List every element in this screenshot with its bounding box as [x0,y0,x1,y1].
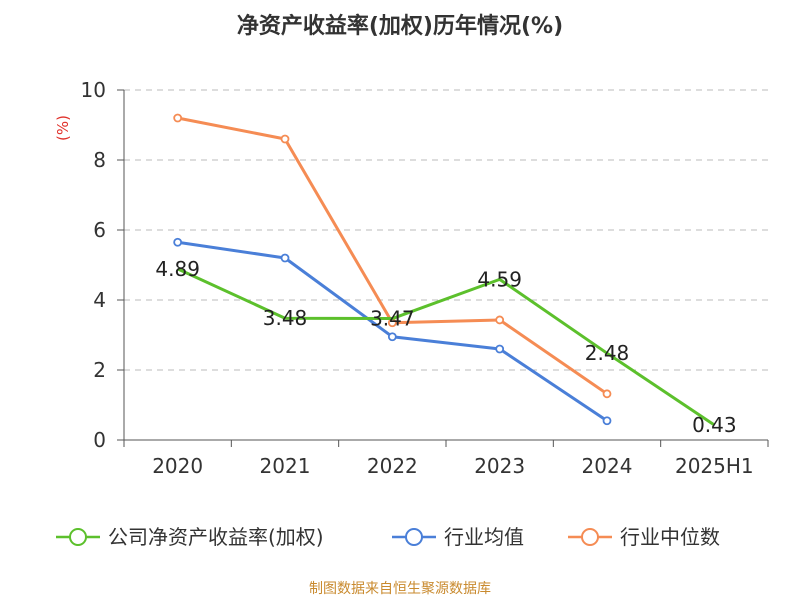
x-tick-label: 2021 [260,454,311,478]
data-labels: 4.89 3.48 3.47 4.59 2.48 0.43 [155,257,736,437]
series-point [280,134,290,144]
legend-marker-icon [69,528,87,546]
y-tick-label: 0 [93,428,106,452]
series-line [177,240,608,422]
series-point [280,253,290,263]
series-line [177,116,608,396]
legend-label: 公司净资产收益率(加权) [108,525,324,549]
data-label: 4.89 [155,257,200,281]
x-tick-label: 2020 [152,454,203,478]
series-point [173,113,183,123]
data-label: 2.48 [585,341,630,365]
data-label: 3.47 [370,307,415,331]
legend-marker-icon [581,528,599,546]
x-tick-labels: 2020 2021 2022 2023 2024 2025H1 [152,454,753,478]
grid-lines [124,89,768,371]
y-tick-label: 6 [93,218,106,242]
y-tick-label: 2 [93,358,106,382]
data-source-note: 制图数据来自恒生聚源数据库 [309,581,491,597]
series-line [177,267,716,427]
series-point [602,389,612,399]
legend-label: 行业均值 [444,525,524,549]
data-label: 4.59 [477,267,522,291]
legend[interactable]: 公司净资产收益率(加权) 行业均值 行业中位数 [56,525,720,549]
series-point [387,332,397,342]
y-tick-labels: 0 2 4 6 8 10 [81,78,106,452]
series-lines [173,113,716,427]
data-label: 0.43 [692,413,737,437]
x-tick-label: 2022 [367,454,418,478]
x-tick-label: 2025H1 [675,454,754,478]
y-tick-label: 4 [93,288,106,312]
data-label: 3.48 [263,306,308,330]
y-tick-label: 10 [81,78,106,102]
x-tick-label: 2024 [582,454,633,478]
legend-marker-icon [405,528,423,546]
x-tick-label: 2023 [474,454,525,478]
legend-label: 行业中位数 [620,525,720,549]
chart-title: 净资产收益率(加权)历年情况(%) [237,13,563,39]
y-tick-label: 8 [93,148,106,172]
series-point [495,344,505,354]
y-axis-unit: (%) [54,115,72,141]
series-point [495,315,505,325]
series-point [602,416,612,426]
series-point [173,237,183,247]
axes [117,89,769,447]
